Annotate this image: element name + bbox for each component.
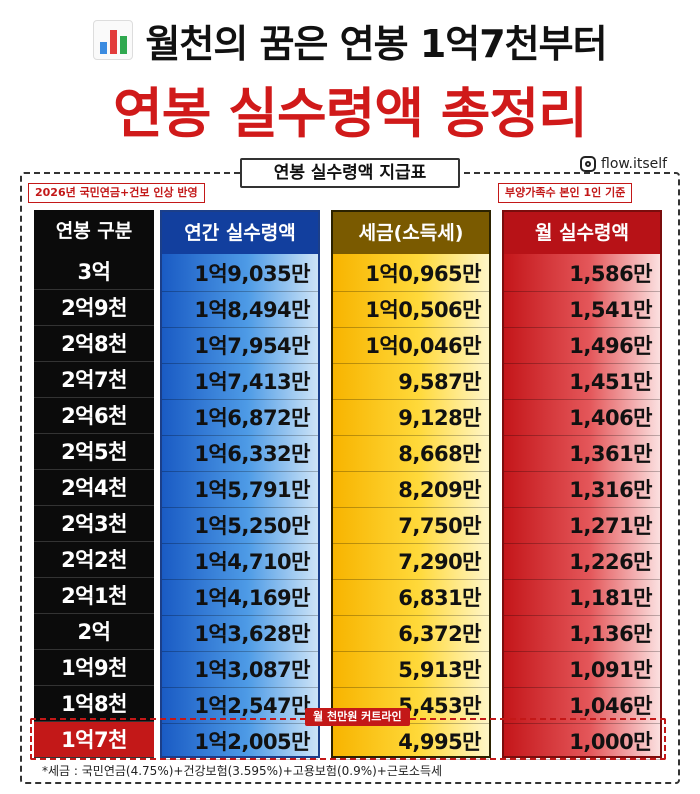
cell-monthly-net: 1,271만 (504, 508, 660, 544)
cell-monthly-net: 1,586만 (504, 256, 660, 292)
cell-salary: 2억 (34, 614, 154, 650)
cell-monthly-net: 1,046만 (504, 688, 660, 724)
column-annual-net-rows: 1억9,035만 1억8,494만 1억7,954만 1억7,413만 1억6,872만… (162, 256, 318, 760)
cell-monthly-net: 1,181만 (504, 580, 660, 616)
note-pension-update: 2026년 국민연금+건보 인상 반영 (28, 183, 205, 203)
column-header-annual-net: 연간 실수령액 (162, 212, 318, 254)
cell-tax: 7,290만 (333, 544, 489, 580)
bar-chart-icon (93, 20, 134, 60)
cell-tax: 1억0,965만 (333, 256, 489, 292)
cell-annual-net: 1억6,332만 (162, 436, 318, 472)
cell-salary: 1억7천 (34, 722, 154, 758)
cell-annual-net: 1억5,250만 (162, 508, 318, 544)
cell-monthly-net: 1,316만 (504, 472, 660, 508)
cell-annual-net: 1억4,710만 (162, 544, 318, 580)
cell-salary: 2억6천 (34, 398, 154, 434)
cell-annual-net: 1억4,169만 (162, 580, 318, 616)
cell-monthly-net: 1,496만 (504, 328, 660, 364)
cell-salary: 2억1천 (34, 578, 154, 614)
instagram-handle-text: flow.itself (601, 156, 668, 172)
cell-annual-net: 1억9,035만 (162, 256, 318, 292)
cell-tax: 5,913만 (333, 652, 489, 688)
footnote: *세금 : 국민연금(4.75%)+건강보험(3.595%)+고용보험(0.9%… (42, 764, 443, 778)
column-monthly-net: 월 실수령액 1,586만 1,541만 1,496만 1,451만 1,406만 1,3… (502, 210, 662, 760)
cell-monthly-net: 1,361만 (504, 436, 660, 472)
cell-annual-net: 1억7,413만 (162, 364, 318, 400)
cell-annual-net: 1억5,791만 (162, 472, 318, 508)
cell-salary: 2억7천 (34, 362, 154, 398)
cell-annual-net: 1억3,087만 (162, 652, 318, 688)
page-subtitle: 연봉 실수령액 총정리 (113, 82, 588, 145)
cell-salary: 2억8천 (34, 326, 154, 362)
cell-annual-net: 1억3,628만 (162, 616, 318, 652)
cell-monthly-net: 1,406만 (504, 400, 660, 436)
cell-salary: 2억9천 (34, 290, 154, 326)
column-tax: 세금(소득세) 1억0,965만 1억0,506만 1억0,046만 9,587만 9,… (331, 210, 491, 760)
cell-tax: 8,668만 (333, 436, 489, 472)
cell-tax: 9,587만 (333, 364, 489, 400)
instagram-handle[interactable]: flow.itself (580, 153, 667, 175)
cell-tax: 1억0,046만 (333, 328, 489, 364)
board-title: 연봉 실수령액 지급표 (240, 158, 460, 188)
cutoff-label: 월 천만원 커트라인 (305, 708, 410, 726)
cell-salary: 3억 (34, 254, 154, 290)
cell-tax: 1억0,506만 (333, 292, 489, 328)
cell-tax: 8,209만 (333, 472, 489, 508)
instagram-icon (580, 156, 596, 172)
cell-tax: 5,453만 (333, 688, 489, 724)
cell-monthly-net: 1,226만 (504, 544, 660, 580)
column-header-salary: 연봉 구분 (34, 210, 154, 252)
cell-tax: 9,128만 (333, 400, 489, 436)
cell-salary: 2억3천 (34, 506, 154, 542)
cell-monthly-net: 1,451만 (504, 364, 660, 400)
column-monthly-net-rows: 1,586만 1,541만 1,496만 1,451만 1,406만 1,361만 1,31… (504, 256, 660, 760)
column-salary-rows: 3억 2억9천 2억8천 2억7천 2억6천 2억5천 2억4천 2억3천 2억2천 2억1천 2억… (34, 254, 154, 758)
cell-salary: 1억9천 (34, 650, 154, 686)
cell-salary: 2억4천 (34, 470, 154, 506)
cell-annual-net: 1억7,954만 (162, 328, 318, 364)
column-header-tax: 세금(소득세) (333, 212, 489, 254)
column-annual-net: 연간 실수령액 1억9,035만 1억8,494만 1억7,954만 1억7,413만… (160, 210, 320, 760)
cell-annual-net: 1억6,872만 (162, 400, 318, 436)
cell-annual-net: 1억2,547만 (162, 688, 318, 724)
note-dependents: 부양가족수 본인 1인 기준 (498, 183, 633, 203)
cell-monthly-net: 1,091만 (504, 652, 660, 688)
cell-monthly-net: 1,136만 (504, 616, 660, 652)
column-header-monthly-net: 월 실수령액 (504, 212, 660, 254)
cell-salary: 2억5천 (34, 434, 154, 470)
column-salary: 연봉 구분 3억 2억9천 2억8천 2억7천 2억6천 2억5천 2억4천 2억3천 2억2천… (34, 210, 154, 758)
cell-tax: 6,831만 (333, 580, 489, 616)
cell-tax: 7,750만 (333, 508, 489, 544)
cell-tax: 6,372만 (333, 616, 489, 652)
column-tax-rows: 1억0,965만 1억0,506만 1억0,046만 9,587만 9,128만 8,66… (333, 256, 489, 760)
header-title-row: 월천의 꿈은 연봉 1억7천부터 (0, 12, 700, 68)
cell-annual-net: 1억8,494만 (162, 292, 318, 328)
cell-salary: 1억8천 (34, 686, 154, 722)
page-title: 월천의 꿈은 연봉 1억7천부터 (145, 21, 607, 66)
cell-salary: 2억2천 (34, 542, 154, 578)
cell-monthly-net: 1,541만 (504, 292, 660, 328)
